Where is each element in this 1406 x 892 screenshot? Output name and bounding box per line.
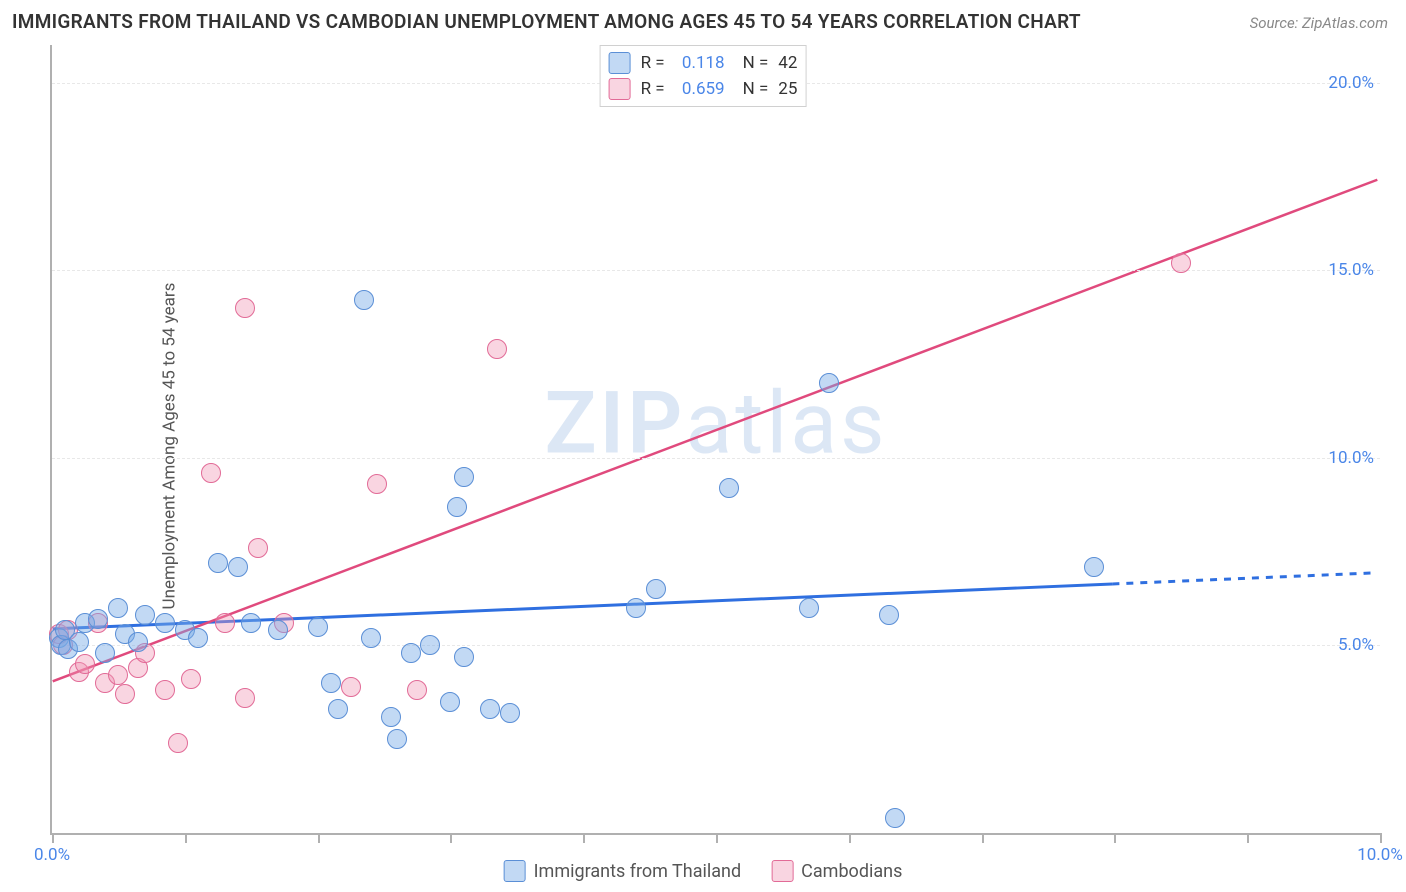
scatter-point xyxy=(155,613,175,633)
x-tick xyxy=(716,833,718,843)
r-label: R = xyxy=(641,79,665,99)
scatter-point xyxy=(88,609,108,629)
scatter-point xyxy=(361,628,381,648)
scatter-point xyxy=(235,298,255,318)
scatter-point xyxy=(626,598,646,618)
y-tick-label: 10.0% xyxy=(1328,448,1374,468)
scatter-point xyxy=(108,665,128,685)
scatter-point xyxy=(879,605,899,625)
scatter-point xyxy=(75,654,95,674)
scatter-point xyxy=(819,373,839,393)
scatter-point xyxy=(241,613,261,633)
r-value-thailand: 0.118 xyxy=(675,53,725,73)
x-tick xyxy=(982,833,984,843)
scatter-point xyxy=(95,643,115,663)
swatch-thailand xyxy=(504,860,526,882)
x-tick xyxy=(1247,833,1249,843)
scatter-point xyxy=(367,474,387,494)
n-label: N = xyxy=(743,79,769,99)
scatter-point xyxy=(387,729,407,749)
scatter-point xyxy=(420,635,440,655)
swatch-thailand xyxy=(609,52,631,74)
x-tick xyxy=(318,833,320,843)
scatter-point xyxy=(155,680,175,700)
scatter-point xyxy=(440,692,460,712)
scatter-point xyxy=(235,688,255,708)
scatter-point xyxy=(381,707,401,727)
x-axis-label: 0.0% xyxy=(34,845,70,865)
n-value-thailand: 42 xyxy=(778,53,797,73)
scatter-point xyxy=(128,632,148,652)
scatter-point xyxy=(799,598,819,618)
y-tick-label: 15.0% xyxy=(1328,260,1374,280)
scatter-point xyxy=(215,613,235,633)
trend-lines-layer xyxy=(52,45,1380,833)
x-tick xyxy=(849,833,851,843)
scatter-point xyxy=(135,605,155,625)
trend-line xyxy=(53,584,1113,629)
source-attribution: Source: ZipAtlas.com xyxy=(1250,14,1388,32)
scatter-point xyxy=(885,808,905,828)
scatter-point xyxy=(719,478,739,498)
scatter-point xyxy=(454,647,474,667)
scatter-point xyxy=(228,557,248,577)
x-tick xyxy=(450,833,452,843)
legend-label-thailand: Immigrants from Thailand xyxy=(534,861,742,882)
scatter-point xyxy=(341,677,361,697)
gridline-h xyxy=(52,645,1380,646)
scatter-point xyxy=(201,463,221,483)
r-value-cambodians: 0.659 xyxy=(675,79,725,99)
scatter-point xyxy=(188,628,208,648)
trend-line-dashed xyxy=(1112,573,1377,584)
scatter-point xyxy=(248,538,268,558)
swatch-cambodians xyxy=(771,860,793,882)
scatter-point xyxy=(1171,253,1191,273)
n-value-cambodians: 25 xyxy=(778,79,797,99)
scatter-point xyxy=(208,553,228,573)
scatter-point xyxy=(115,684,135,704)
gridline-h xyxy=(52,458,1380,459)
x-axis-label: 10.0% xyxy=(1357,845,1403,865)
r-label: R = xyxy=(641,53,665,73)
legend-row-thailand: R = 0.118 N = 42 xyxy=(609,50,798,76)
correlation-legend: R = 0.118 N = 42 R = 0.659 N = 25 xyxy=(600,45,807,107)
scatter-point xyxy=(69,632,89,652)
scatter-point xyxy=(328,699,348,719)
scatter-point xyxy=(646,579,666,599)
scatter-point xyxy=(181,669,201,689)
scatter-point xyxy=(354,290,374,310)
legend-item-cambodians: Cambodians xyxy=(771,860,902,882)
scatter-point xyxy=(480,699,500,719)
n-label: N = xyxy=(743,53,769,73)
scatter-point xyxy=(321,673,341,693)
swatch-cambodians xyxy=(609,78,631,100)
scatter-point xyxy=(308,617,328,637)
x-tick xyxy=(1114,833,1116,843)
series-legend: Immigrants from Thailand Cambodians xyxy=(504,860,903,882)
x-tick xyxy=(52,833,54,843)
x-tick xyxy=(185,833,187,843)
scatter-point xyxy=(447,497,467,517)
y-tick-label: 5.0% xyxy=(1338,635,1374,655)
scatter-point xyxy=(500,703,520,723)
scatter-point xyxy=(168,733,188,753)
scatter-point xyxy=(401,643,421,663)
legend-row-cambodians: R = 0.659 N = 25 xyxy=(609,76,798,102)
scatter-point xyxy=(487,339,507,359)
x-tick xyxy=(1380,833,1382,843)
x-tick xyxy=(583,833,585,843)
chart-title: IMMIGRANTS FROM THAILAND VS CAMBODIAN UN… xyxy=(12,10,1081,33)
legend-label-cambodians: Cambodians xyxy=(801,861,902,882)
scatter-point xyxy=(454,467,474,487)
y-tick-label: 20.0% xyxy=(1328,73,1374,93)
scatter-point xyxy=(268,620,288,640)
scatter-point xyxy=(407,680,427,700)
scatter-point xyxy=(108,598,128,618)
legend-item-thailand: Immigrants from Thailand xyxy=(504,860,742,882)
plot-area: ZIPatlas 5.0%10.0%15.0%20.0%0.0%10.0% xyxy=(50,45,1380,835)
scatter-point xyxy=(1084,557,1104,577)
